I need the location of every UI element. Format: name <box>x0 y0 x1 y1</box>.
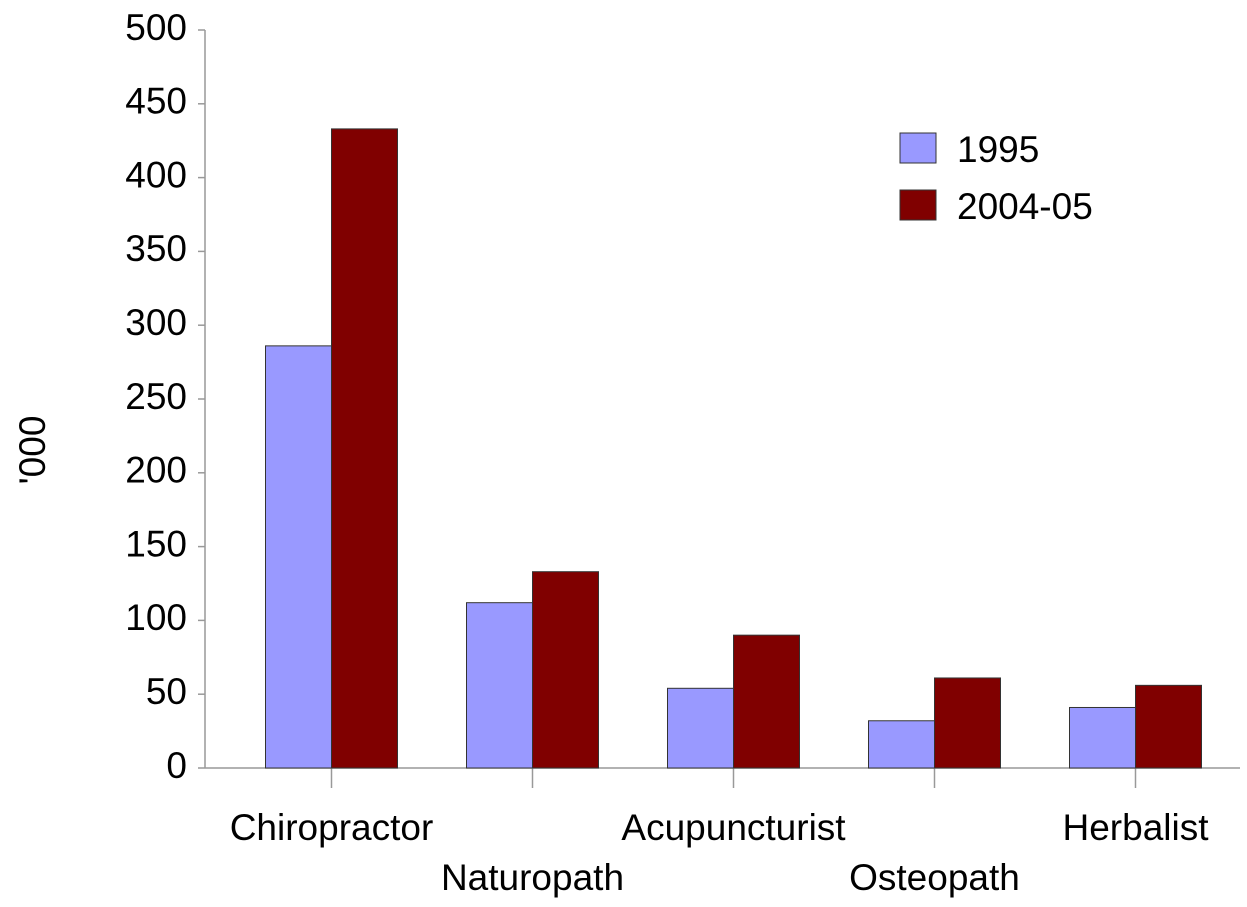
y-tick-label: 150 <box>125 523 187 564</box>
y-tick-label: 400 <box>125 154 187 195</box>
x-tick-label: Herbalist <box>1063 807 1210 848</box>
legend-swatch <box>899 189 937 221</box>
bar <box>667 687 734 769</box>
y-tick-label: 350 <box>125 228 187 269</box>
bar <box>733 634 800 769</box>
bar <box>532 571 599 769</box>
y-tick-label: 500 <box>125 7 187 48</box>
y-tick-label: 300 <box>125 302 187 343</box>
legend-swatch <box>899 132 937 164</box>
bar <box>1069 706 1136 769</box>
y-axis-label: '000 <box>12 416 53 485</box>
legend-label: 2004-05 <box>957 186 1093 227</box>
y-tick-label: 0 <box>166 745 187 786</box>
bar <box>466 602 533 769</box>
x-tick-label: Chiropractor <box>230 807 434 848</box>
x-tick-label: Acupuncturist <box>621 807 846 848</box>
y-tick-label: 200 <box>125 450 187 491</box>
bar <box>934 677 1001 769</box>
bar <box>331 128 398 769</box>
x-tick-label: Naturopath <box>441 857 624 898</box>
bar <box>1135 684 1202 769</box>
legend-label: 1995 <box>957 129 1039 170</box>
bar <box>868 720 935 769</box>
y-tick-label: 450 <box>125 81 187 122</box>
y-tick-label: 100 <box>125 597 187 638</box>
x-tick-label: Osteopath <box>849 857 1020 898</box>
y-tick-label: 50 <box>146 671 187 712</box>
bar <box>265 345 332 769</box>
y-tick-label: 250 <box>125 376 187 417</box>
